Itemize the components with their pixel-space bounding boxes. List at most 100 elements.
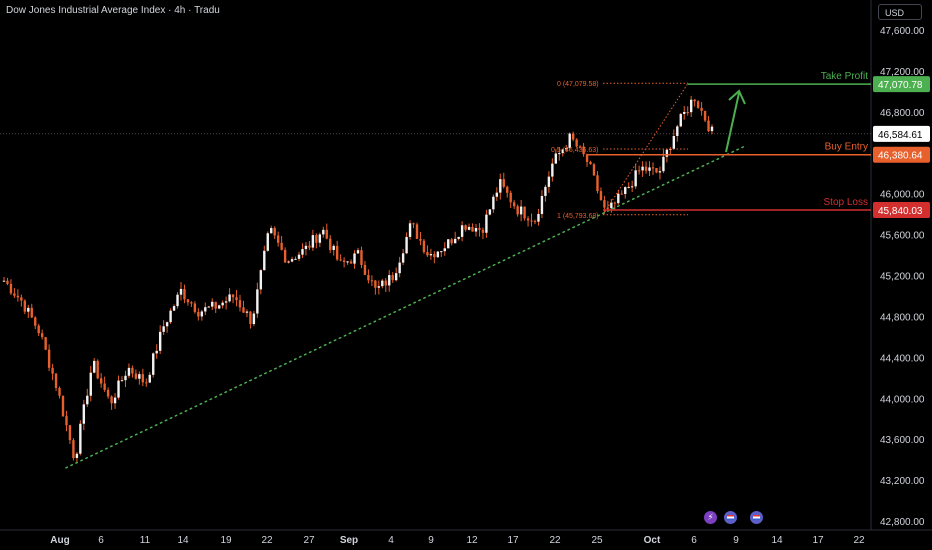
candle-body (20, 297, 23, 301)
candle-body (335, 245, 339, 260)
level-price-tag (873, 146, 930, 163)
candle-body (422, 240, 426, 253)
candle-body (360, 250, 363, 265)
candle-body (391, 275, 394, 281)
candle-body (280, 242, 283, 250)
candle-body (193, 303, 197, 312)
candle-body (86, 395, 89, 405)
candle-body (592, 164, 596, 176)
y-tick-label: 44,800.00 (880, 312, 925, 323)
candle-body (235, 297, 238, 301)
candle-body (259, 270, 263, 290)
candle-body (516, 206, 519, 215)
projection-arrow-shaft (725, 92, 740, 153)
candle-body (61, 395, 65, 417)
candle-body (401, 253, 405, 263)
candle-body (276, 235, 280, 243)
candle-body (304, 245, 308, 250)
x-tick-label: 11 (140, 535, 151, 546)
candle-body (679, 113, 682, 127)
candle-body (190, 302, 193, 304)
candle-body (127, 367, 131, 376)
candle-body (519, 206, 523, 215)
candle-body (474, 228, 478, 232)
candle-body (179, 288, 183, 295)
candle-body (68, 425, 72, 441)
candle-body (676, 126, 679, 137)
candle-body (627, 186, 630, 188)
candle-body (457, 236, 460, 239)
candle-body (398, 262, 401, 274)
candle-body (565, 148, 568, 150)
candle-body (696, 101, 700, 108)
candle-body (412, 223, 415, 225)
candle-body (318, 234, 322, 243)
candle-body (353, 253, 356, 264)
candle-body (93, 360, 96, 373)
candle-body (134, 373, 138, 379)
candle-body (13, 293, 16, 296)
candle-body (464, 225, 467, 230)
candle-body (23, 300, 27, 312)
candle-body (665, 149, 669, 157)
candle-body (658, 171, 662, 173)
candle-body (27, 307, 30, 312)
level-label: Take Profit (821, 71, 868, 82)
candle-body (99, 378, 103, 384)
candle-body (648, 167, 651, 171)
lightning-icon[interactable]: ⚡ (704, 511, 717, 524)
candle-body (103, 383, 106, 390)
candle-body (110, 396, 113, 404)
currency-selector[interactable]: USD (878, 4, 922, 20)
support-trendline (65, 144, 747, 469)
us-flag-icon[interactable] (750, 511, 763, 524)
level-price-label: 47,070.78 (878, 80, 923, 91)
level-price-tag (873, 76, 930, 93)
candle-body (710, 126, 714, 132)
candle-body (325, 229, 328, 239)
x-tick-label: 19 (220, 535, 232, 546)
candle-body (367, 274, 370, 281)
candle-body (51, 367, 54, 374)
candle-body (499, 179, 502, 193)
fib-level-label: 0 (47,079.58) (557, 81, 599, 88)
us-flag-icon[interactable] (724, 511, 737, 524)
candle-body (533, 221, 537, 223)
candle-body (131, 367, 134, 374)
candle-body (644, 166, 648, 171)
candle-body (467, 226, 471, 230)
candle-body (283, 249, 287, 263)
candle-body (290, 259, 294, 262)
candle-body (58, 387, 61, 396)
candle-body (370, 280, 374, 282)
candle-body (655, 168, 658, 173)
y-tick-label: 45,200.00 (880, 272, 925, 283)
candle-body (44, 337, 47, 350)
candle-body (311, 235, 315, 248)
candle-body (440, 251, 443, 253)
candle-body (256, 289, 259, 314)
candle-body (429, 253, 433, 256)
candle-body (388, 275, 391, 286)
candle-body (700, 107, 703, 111)
candle-body (544, 186, 547, 196)
x-tick-label: 4 (388, 535, 394, 546)
candle-body (141, 374, 145, 383)
candle-body (294, 258, 297, 260)
candle-body (34, 317, 37, 326)
y-tick-label: 43,200.00 (880, 476, 925, 487)
candle-body (252, 313, 256, 325)
y-tick-label: 46,000.00 (880, 190, 925, 201)
candle-body (72, 440, 75, 458)
candle-body (162, 326, 165, 332)
candle-body (169, 310, 172, 323)
candle-body (148, 374, 151, 383)
candle-body (40, 333, 44, 338)
candle-body (453, 238, 457, 244)
candle-body (297, 254, 301, 259)
current-price-label: 46,584.61 (878, 130, 923, 141)
candle-body (481, 229, 485, 233)
candle-body (152, 353, 155, 375)
